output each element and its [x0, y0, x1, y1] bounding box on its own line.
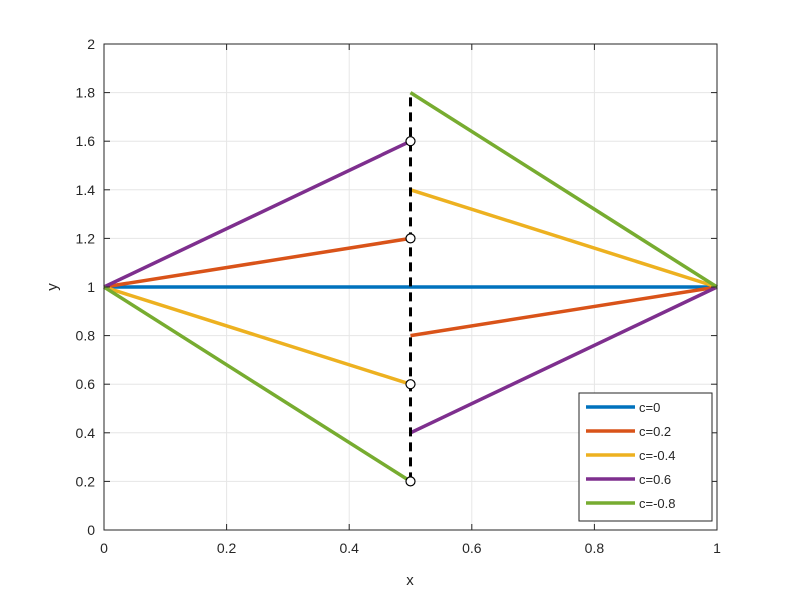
y-tick-label: 1: [87, 279, 95, 295]
series-line-3-segment-0: [103, 139, 412, 289]
y-tick-label: 0.6: [76, 376, 96, 392]
series-line-2-segment-0: [103, 285, 412, 386]
x-tick-label: 0.2: [217, 540, 237, 556]
open-circle-marker: [405, 136, 416, 147]
x-axis-label: x: [406, 572, 414, 589]
series-line-2-segment-1: [409, 188, 718, 289]
x-tick-label: 0.6: [462, 540, 482, 556]
series-line-3-segment-1: [409, 285, 718, 435]
legend: c=0 c=0.2 c=-0.4 c=0.6 c=-0.8: [578, 392, 713, 522]
open-circle-marker: [405, 233, 416, 244]
y-tick-label: 1.2: [76, 230, 96, 246]
y-tick-label: 0: [87, 522, 95, 538]
axes: [103, 43, 718, 531]
open-circle-marker: [405, 379, 416, 390]
series-line-1-segment-0: [103, 236, 411, 289]
y-tick-label: 0.4: [76, 425, 96, 441]
x-tick-label: 0.4: [339, 540, 359, 556]
y-tick-label: 1.8: [76, 85, 96, 101]
discontinuity-line: [405, 92, 416, 487]
legend-label: c=-0.4: [639, 448, 676, 463]
legend-box: [578, 392, 713, 522]
y-tick-label: 2: [87, 36, 95, 52]
y-tick-label: 1.6: [76, 133, 96, 149]
y-axis-label: y: [44, 283, 61, 291]
axes-box: [103, 43, 718, 531]
tick-labels: 0 0.2 0.4 0.6 0.8 1 0 0.2 0.4 0.6 0.8 1 1.2 1.4 1.6 1.8…: [76, 36, 722, 556]
series-lines: [103, 91, 718, 483]
series-line-4-segment-1: [409, 91, 718, 289]
series-line-4-segment-0: [103, 285, 412, 483]
legend-label: c=-0.8: [639, 496, 676, 511]
open-circle-marker: [405, 476, 416, 487]
legend-label: c=0.6: [639, 472, 671, 487]
legend-label: c=0.2: [639, 424, 671, 439]
legend-label: c=0: [639, 400, 660, 415]
x-tick-label: 1: [713, 540, 721, 556]
x-tick-label: 0: [100, 540, 108, 556]
x-tick-label: 0.8: [585, 540, 605, 556]
y-tick-label: 1.4: [76, 182, 96, 198]
y-tick-label: 0.2: [76, 473, 96, 489]
y-tick-label: 0.8: [76, 328, 96, 344]
series-line-1-segment-1: [410, 285, 718, 338]
